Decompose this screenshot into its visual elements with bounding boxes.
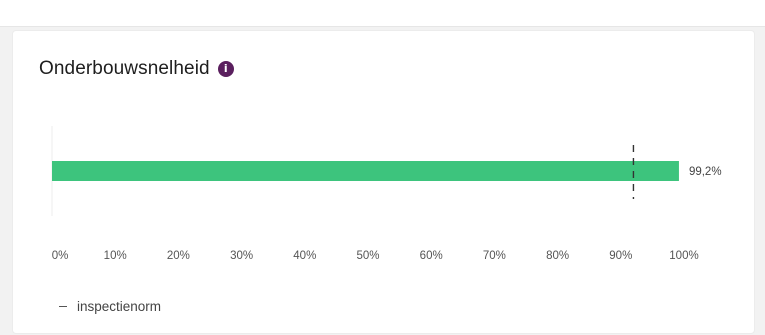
x-tick-label: 0% — [52, 250, 69, 262]
legend-norm-swatch — [59, 305, 67, 308]
top-strip — [0, 0, 765, 27]
x-tick-label: 100% — [669, 250, 698, 262]
chart-title: Onderbouwsnelheid — [39, 58, 210, 79]
x-tick-label: 10% — [104, 250, 127, 262]
chart-card: Onderbouwsnelheid i 99,2% 0% 10% 20% 30% 40%… — [12, 30, 755, 334]
x-tick-label: 20% — [167, 250, 190, 262]
x-tick-label: 70% — [483, 250, 506, 262]
legend: inspectienorm — [59, 299, 161, 314]
bar — [52, 161, 679, 181]
bar-value-label: 99,2% — [689, 166, 722, 178]
bar-chart: 99,2% 0% 10% 20% 30% 40% 50% 60% 70% 80% 90% 100% — [51, 126, 722, 262]
title-row: Onderbouwsnelheid i — [39, 57, 234, 81]
legend-norm-label: inspectienorm — [77, 299, 162, 314]
x-tick-label: 50% — [356, 250, 379, 262]
x-tick-label: 80% — [546, 250, 569, 262]
x-tick-label: 30% — [230, 250, 253, 262]
x-tick-labels: 0% 10% 20% 30% 40% 50% 60% 70% 80% 90% 100% — [52, 250, 699, 262]
info-icon[interactable]: i — [217, 61, 234, 77]
x-tick-label: 60% — [420, 250, 443, 262]
x-tick-label: 40% — [293, 250, 316, 262]
chart-marks: 99,2% — [52, 145, 722, 199]
x-tick-label: 90% — [609, 250, 632, 262]
